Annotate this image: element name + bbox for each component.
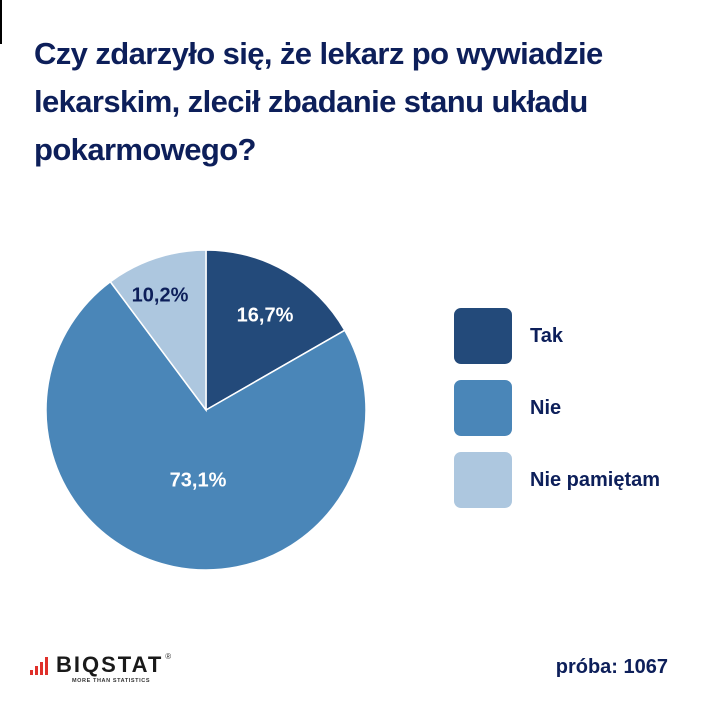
biostat-logo: BIQSTAT MORE THAN STATISTICS ®: [30, 652, 172, 684]
slice-label-tak: 16,7%: [236, 304, 294, 327]
legend-swatch-nie: [454, 380, 512, 436]
legend-swatch-nie-pamietam: [454, 452, 512, 508]
legend-item-tak: Tak: [454, 308, 660, 364]
slice-tak: [205, 249, 346, 412]
slice-nie: [45, 280, 367, 571]
legend-label: Nie: [530, 396, 562, 419]
slice-label-nie: 73,1%: [169, 469, 227, 492]
legend-item-nie-pamietam: Nie pamiętam: [454, 452, 660, 508]
logo-tagline: MORE THAN STATISTICS: [72, 678, 151, 684]
legend-item-nie: Nie: [454, 380, 660, 436]
slice-nie-pamietam: [109, 249, 207, 413]
logo-wordmark: BIQSTAT: [56, 652, 164, 677]
sample-size: próba: 1067: [555, 656, 668, 678]
legend-swatch-tak: [454, 308, 512, 364]
legend-label: Tak: [530, 324, 563, 347]
legend-label: Nie pamiętam: [530, 468, 661, 491]
slice-label-nie-pamietam: 10,2%: [131, 284, 189, 307]
edge-bar: [0, 0, 2, 44]
registered-mark: ®: [165, 652, 172, 661]
chart-title: Czy zdarzyło się, że lekarz po wywiadzie…: [34, 36, 603, 167]
bar-chart-icon: [30, 657, 50, 675]
legend: Tak Nie Nie pamiętam: [454, 308, 660, 524]
